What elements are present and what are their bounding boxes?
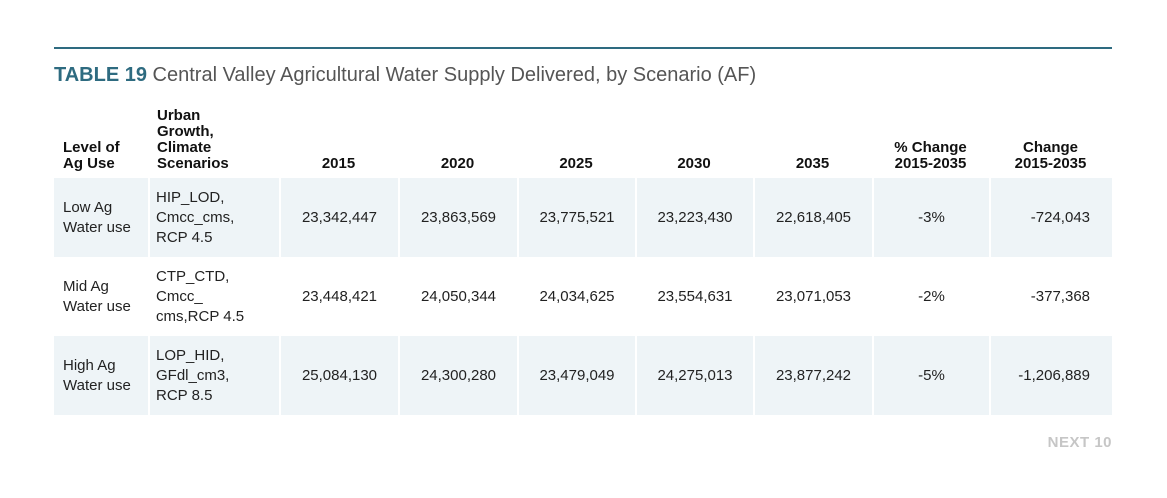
pct-change-cell: -5%: [872, 336, 989, 415]
value-cell-2025: 23,775,521: [517, 178, 635, 257]
value-cell-2025: 23,479,049: [517, 336, 635, 415]
change-cell: -377,368: [989, 257, 1112, 336]
header-2030: 2030: [677, 155, 711, 172]
table-caption: Central Valley Agricultural Water Supply…: [152, 64, 757, 86]
table-row: Low Ag Water use HIP_LOD, Cmcc_cms, RCP 4.5…: [54, 178, 1112, 257]
header-level: Level of Ag Use: [63, 139, 120, 172]
value-cell-2030: 23,223,430: [635, 178, 753, 257]
header-2025: 2025: [559, 155, 593, 172]
scenario-cell: LOP_HID, GFdl_cm3, RCP 8.5: [148, 336, 279, 415]
header-scenario: Urban Growth, Climate Scenarios: [157, 107, 229, 172]
scenario-cell: CTP_CTD, Cmcc_ cms,RCP 4.5: [148, 257, 279, 336]
scenario-cell: HIP_LOD, Cmcc_cms, RCP 4.5: [148, 178, 279, 257]
pct-change-cell: -2%: [872, 257, 989, 336]
value-cell-2035: 23,877,242: [753, 336, 872, 415]
header-change: Change 2015-2035: [1014, 139, 1087, 172]
value-cell-2020: 24,050,344: [398, 257, 517, 336]
footer-brand: NEXT 10: [1047, 434, 1112, 451]
header-2020: 2020: [440, 155, 475, 172]
value-cell-2015: 23,342,447: [279, 178, 398, 257]
table-number: TABLE 19: [54, 64, 147, 86]
change-cell: -724,043: [989, 178, 1112, 257]
change-cell: -1,206,889: [989, 336, 1112, 415]
header-2035: 2035: [795, 155, 830, 172]
data-table: Level of Ag Use Urban Growth, Climate Scenar…: [54, 102, 1112, 415]
value-cell-2030: 23,554,631: [635, 257, 753, 336]
value-cell-2035: 22,618,405: [753, 178, 872, 257]
pct-change-cell: -3%: [872, 178, 989, 257]
header-2015: 2015: [321, 155, 356, 172]
level-cell: High Ag Water use: [54, 336, 148, 415]
header-row: Level of Ag Use Urban Growth, Climate Scenar…: [54, 102, 1112, 178]
top-rule: [54, 47, 1112, 49]
value-cell-2020: 24,300,280: [398, 336, 517, 415]
level-cell: Low Ag Water use: [54, 178, 148, 257]
level-cell: Mid Ag Water use: [63, 277, 131, 315]
table-row: High Ag Water use LOP_HID, GFdl_cm3, RCP 8.…: [54, 336, 1112, 415]
value-cell-2020: 23,863,569: [398, 178, 517, 257]
table-title: TABLE 19 Central Valley Agricultural Wat…: [54, 64, 756, 87]
header-pct-change: % Change 2015-2035: [894, 139, 967, 172]
value-cell-2025: 24,034,625: [517, 257, 635, 336]
value-cell-2030: 24,275,013: [635, 336, 753, 415]
value-cell-2015: 25,084,130: [279, 336, 398, 415]
value-cell-2015: 23,448,421: [279, 257, 398, 336]
value-cell-2035: 23,071,053: [753, 257, 872, 336]
table-row: Mid Ag Water use CTP_CTD, Cmcc_ cms,RCP 4.5…: [54, 257, 1112, 336]
